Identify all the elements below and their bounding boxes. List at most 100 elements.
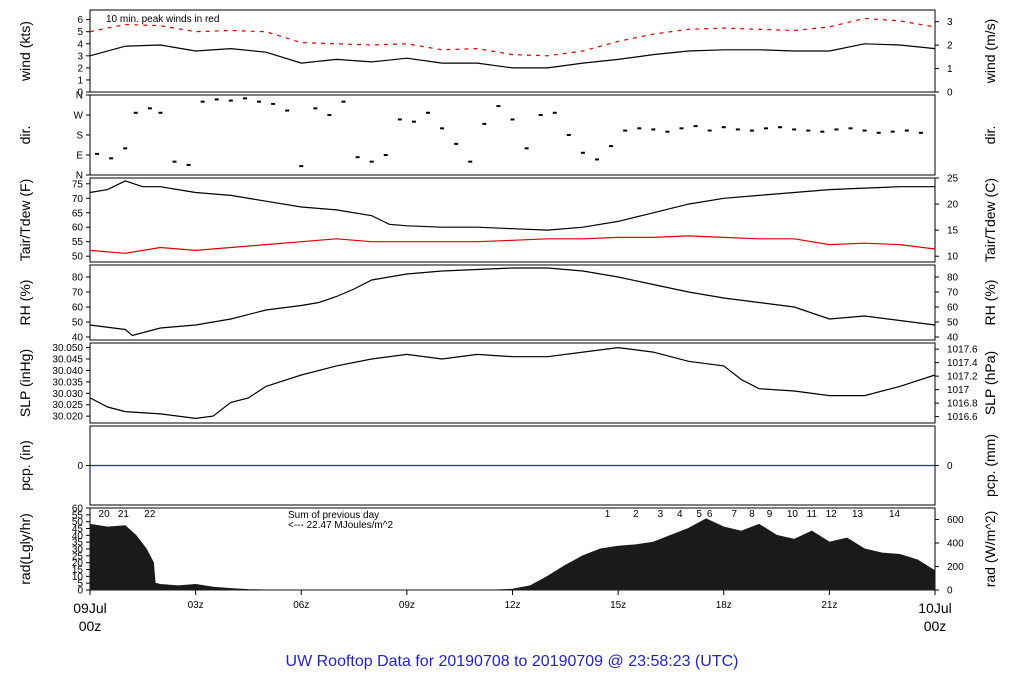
direction-point	[749, 129, 754, 132]
solar-radiation-hour-marker: 9	[767, 509, 773, 520]
direction-point	[904, 129, 909, 132]
solar-radiation-hour-marker: 12	[826, 509, 838, 520]
solar-radiation-ytick-label-right: 400	[947, 538, 964, 549]
wind-ytick-label-right: 2	[947, 41, 953, 52]
sea-level-pressure-ytick-label-left: 30.030	[52, 389, 83, 400]
direction-point	[890, 130, 895, 133]
solar-radiation-hour-marker: 6	[707, 509, 713, 520]
x-tick-label: 03z	[188, 600, 204, 611]
relative-humidity-ytick-label-right: 70	[947, 288, 959, 299]
wind-ytick-label-right: 1	[947, 64, 953, 75]
relative-humidity-ytick-label-right: 50	[947, 318, 959, 329]
direction-point	[566, 134, 571, 136]
precipitation-ytick-label-right: 0	[947, 461, 953, 472]
direction-point	[806, 129, 811, 132]
sea-level-pressure-frame	[89, 342, 936, 424]
solar-radiation-ytick-label-right: 600	[947, 515, 964, 526]
direction-point	[257, 100, 261, 103]
sea-level-pressure-ytick-label-left: 30.045	[52, 355, 83, 366]
direction-point	[109, 157, 114, 160]
sea-level-pressure-ytick-label-right: 1016.6	[947, 412, 978, 423]
relative-humidity-ytick-label-right: 60	[947, 303, 959, 314]
temperature-ytick-label-left: 70	[72, 194, 84, 205]
direction-point	[651, 128, 656, 131]
x-date-label: 00z	[924, 618, 947, 634]
direction-ytick-label-left: E	[76, 151, 83, 162]
direction-point	[271, 102, 276, 105]
direction-point	[242, 97, 247, 100]
temperature-panel: Tair/Tdew (F) Tair/Tdew (C) 50 55 60 65 70 75 10…	[17, 174, 998, 263]
sea-level-pressure-ylabel-left: SLP (inHg)	[17, 349, 33, 417]
solar-radiation-hour-marker: 21	[118, 509, 130, 520]
wind-frame	[89, 9, 936, 93]
sea-level-pressure-ytick-label-left: 30.025	[52, 400, 83, 411]
solar-radiation-ytick-label-left: 45	[72, 524, 84, 535]
temperature-ytick-label-left: 65	[72, 208, 84, 219]
direction-point	[426, 111, 430, 114]
x-tick-label: 06z	[293, 600, 309, 611]
solar-radiation-hour-marker: 13	[852, 509, 864, 520]
direction-point	[123, 147, 128, 150]
temperature-ytick-label-right: 20	[947, 200, 959, 211]
direction-point	[764, 127, 768, 130]
direction-point	[735, 128, 740, 131]
sea-level-pressure-series-0	[89, 346, 936, 420]
solar-radiation-ylabel-right: rad (W/m^2)	[982, 511, 998, 588]
direction-point	[876, 131, 881, 134]
wind-ytick-label-left: 6	[77, 15, 83, 26]
solar-radiation-hour-marker: 20	[99, 509, 111, 520]
solar-radiation-hour-marker: 10	[787, 509, 799, 520]
direction-ytick-label-left: W	[74, 111, 84, 122]
sea-level-pressure-ytick-label-right: 1017.6	[947, 345, 978, 356]
relative-humidity-ylabel-right: RH (%)	[982, 280, 998, 326]
solar-radiation-ytick-label-left: 0	[77, 586, 83, 597]
solar-radiation-ytick-label-left: 35	[72, 538, 84, 549]
direction-point	[95, 152, 100, 155]
solar-radiation-panel: rad(Lgly/hr) rad (W/m^2)05101520253035404…	[17, 504, 998, 597]
direction-point	[200, 100, 205, 103]
temperature-ytick-label-left: 60	[72, 223, 84, 234]
solar-radiation-hour-marker: 1	[605, 509, 611, 520]
wind-ytick-label-left: 0	[77, 88, 83, 99]
relative-humidity-ytick-label-right: 80	[947, 273, 959, 284]
temperature-ytick-label-left: 50	[72, 252, 84, 263]
relative-humidity-series-0	[89, 267, 936, 337]
relative-humidity-ytick-label-left: 60	[72, 303, 84, 314]
direction-point	[693, 125, 698, 128]
direction-point	[848, 127, 853, 130]
direction-point	[820, 130, 825, 133]
direction-point	[383, 154, 388, 156]
direction-point	[792, 128, 797, 131]
x-tick-label: 18z	[716, 600, 732, 611]
direction-point	[665, 130, 670, 133]
direction-point	[595, 158, 599, 161]
solar-radiation-hour-marker: 3	[658, 509, 664, 520]
direction-point	[609, 145, 614, 148]
sea-level-pressure-ytick-label-left: 30.020	[52, 412, 83, 423]
solar-radiation-ytick-label-left: 10	[72, 572, 84, 583]
direction-point	[580, 151, 585, 154]
solar-radiation-hour-marker: 2	[633, 509, 639, 520]
direction-point	[524, 147, 529, 150]
direction-point	[186, 164, 191, 166]
temperature-ylabel-left: Tair/Tdew (F)	[17, 179, 33, 261]
relative-humidity-ytick-label-right: 40	[947, 333, 959, 344]
temperature-ytick-label-right: 10	[947, 252, 959, 263]
solar-radiation-ytick-label-right: 0	[947, 586, 953, 597]
temperature-ytick-label-left: 75	[72, 179, 84, 190]
x-tick-label: 15z	[610, 600, 626, 611]
direction-point	[834, 128, 839, 131]
wind-ytick-label-left: 4	[77, 39, 83, 50]
direction-frame	[89, 94, 936, 176]
temperature-ytick-label-right: 15	[947, 226, 959, 237]
wind-ytick-label-left: 5	[77, 27, 83, 38]
wind-series-1	[89, 17, 936, 57]
solar-radiation-annotation-line: <--- 22.47 MJoules/m^2	[288, 520, 393, 531]
solar-radiation-hour-marker: 14	[889, 509, 901, 520]
direction-point	[285, 109, 290, 112]
precipitation-ytick-label-left: 0	[77, 461, 83, 472]
precipitation-ylabel-left: pcp. (in)	[17, 440, 33, 491]
temperature-frame	[89, 177, 936, 263]
direction-point	[440, 127, 445, 130]
